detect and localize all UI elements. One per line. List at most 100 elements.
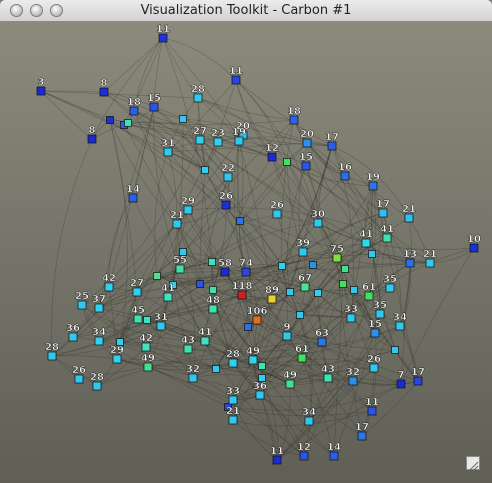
graph-vertex[interactable]: 43 — [321, 364, 335, 383]
graph-vertex[interactable] — [236, 217, 244, 225]
vertex-marker[interactable] — [213, 137, 223, 147]
vertex-marker[interactable] — [285, 379, 295, 389]
vertex-marker[interactable] — [255, 390, 265, 400]
vertex-marker[interactable] — [112, 354, 122, 364]
graph-vertex[interactable] — [244, 323, 252, 331]
vertex-marker[interactable] — [364, 291, 374, 301]
vertex-marker[interactable] — [368, 181, 378, 191]
vertex-marker[interactable] — [329, 451, 339, 461]
graph-vertex[interactable]: 21 — [402, 204, 416, 223]
graph-vertex[interactable]: 21 — [170, 210, 184, 229]
vertex-marker[interactable] — [234, 136, 244, 146]
graph-vertex[interactable]: 106 — [246, 306, 268, 325]
vertex-marker[interactable] — [195, 135, 205, 145]
minimize-button[interactable] — [30, 4, 43, 17]
graph-vertex[interactable]: 41 — [161, 283, 175, 302]
graph-vertex[interactable]: 26 — [367, 354, 381, 373]
graph-vertex[interactable]: 28 — [191, 84, 205, 103]
graph-vertex[interactable] — [209, 286, 217, 294]
vertex-marker[interactable] — [128, 193, 138, 203]
vertex-marker[interactable] — [297, 353, 307, 363]
graph-vertex[interactable]: 17 — [325, 132, 339, 151]
vertex-marker[interactable] — [149, 102, 159, 112]
graph-vertex[interactable] — [116, 338, 124, 346]
graph-vertex[interactable] — [278, 262, 286, 270]
graph-vertex[interactable] — [309, 261, 317, 269]
close-button[interactable] — [10, 4, 23, 17]
vertex-marker[interactable] — [183, 205, 193, 215]
vertex-marker[interactable] — [47, 351, 57, 361]
vertex-marker[interactable] — [68, 332, 78, 342]
vertex-marker[interactable] — [223, 172, 233, 182]
graph-vertex[interactable]: 35 — [373, 300, 387, 319]
graph-vertex[interactable]: 61 — [362, 282, 376, 301]
graph-vertex[interactable]: 33 — [344, 304, 358, 323]
graph-vertex[interactable]: 36 — [66, 323, 80, 342]
graph-vertex[interactable] — [283, 158, 291, 166]
vertex-marker[interactable] — [302, 138, 312, 148]
vertex-marker[interactable] — [221, 200, 231, 210]
graph-vertex[interactable]: 8 — [87, 125, 97, 144]
vertex-marker[interactable] — [252, 315, 262, 325]
graph-vertex[interactable]: 33 — [226, 386, 240, 405]
graph-vertex[interactable] — [296, 311, 304, 319]
graph-vertex[interactable] — [153, 272, 161, 280]
graph-vertex[interactable]: 30 — [311, 209, 325, 228]
vertex-marker[interactable] — [200, 336, 210, 346]
vertex-marker[interactable] — [237, 290, 247, 300]
vertex-marker[interactable] — [267, 294, 277, 304]
graph-vertex[interactable] — [106, 116, 114, 124]
graph-view[interactable]: 11 3 8 15 18 11 28 8 20 18 27 23 19 31 20 17 12 15 16 22 19 1… — [0, 22, 492, 483]
graph-vertex[interactable]: 10 — [467, 234, 481, 253]
graph-vertex[interactable]: 58 — [218, 258, 232, 277]
graph-vertex[interactable]: 61 — [295, 344, 309, 363]
graph-vertex[interactable]: 35 — [383, 274, 397, 293]
graph-vertex[interactable]: 49 — [246, 346, 260, 365]
vertex-marker[interactable] — [87, 134, 97, 144]
graph-vertex[interactable]: 34 — [302, 407, 316, 426]
graph-vertex[interactable]: 55 — [173, 255, 187, 274]
graph-vertex[interactable]: 19 — [232, 127, 246, 146]
graph-vertex[interactable]: 63 — [315, 328, 329, 347]
vertex-marker[interactable] — [156, 321, 166, 331]
vertex-marker[interactable] — [300, 282, 310, 292]
graph-vertex[interactable]: 49 — [283, 370, 297, 389]
graph-vertex[interactable]: 41 — [198, 327, 212, 346]
graph-vertex[interactable]: 41 — [359, 229, 373, 248]
vertex-marker[interactable] — [267, 152, 277, 162]
graph-vertex[interactable]: 37 — [92, 294, 106, 313]
graph-vertex[interactable]: 22 — [221, 163, 235, 182]
graph-vertex[interactable]: 16 — [338, 162, 352, 181]
graph-vertex[interactable]: 3 — [36, 77, 46, 96]
vertex-marker[interactable] — [172, 219, 182, 229]
graph-vertex[interactable]: 12 — [265, 143, 279, 162]
graph-vertex[interactable]: 49 — [141, 353, 155, 372]
vertex-marker[interactable] — [220, 267, 230, 277]
vertex-marker[interactable] — [132, 287, 142, 297]
graph-vertex[interactable] — [258, 362, 266, 370]
graph-vertex[interactable]: 32 — [346, 367, 360, 386]
graph-vertex[interactable]: 29 — [181, 196, 195, 215]
graph-vertex[interactable]: 23 — [211, 128, 225, 147]
vertex-marker[interactable] — [382, 233, 392, 243]
graph-vertex[interactable] — [201, 166, 209, 174]
graph-vertex[interactable]: 19 — [366, 172, 380, 191]
graph-vertex[interactable] — [179, 115, 187, 123]
vertex-marker[interactable] — [340, 171, 350, 181]
graph-vertex[interactable]: 12 — [297, 442, 311, 461]
graph-vertex[interactable] — [169, 281, 177, 289]
graph-vertex[interactable] — [339, 280, 347, 288]
graph-vertex[interactable]: 27 — [193, 126, 207, 145]
vertex-marker[interactable] — [405, 258, 415, 268]
graph-vertex[interactable]: 11 — [365, 397, 379, 416]
vertex-marker[interactable] — [323, 373, 333, 383]
vertex-marker[interactable] — [228, 358, 238, 368]
vertex-marker[interactable] — [241, 267, 251, 277]
graph-vertex[interactable]: 32 — [186, 364, 200, 383]
vertex-marker[interactable] — [348, 376, 358, 386]
vertex-marker[interactable] — [289, 115, 299, 125]
vertex-marker[interactable] — [395, 321, 405, 331]
vertex-marker[interactable] — [370, 328, 380, 338]
graph-vertex[interactable]: 25 — [75, 291, 89, 310]
vertex-marker[interactable] — [208, 304, 218, 314]
